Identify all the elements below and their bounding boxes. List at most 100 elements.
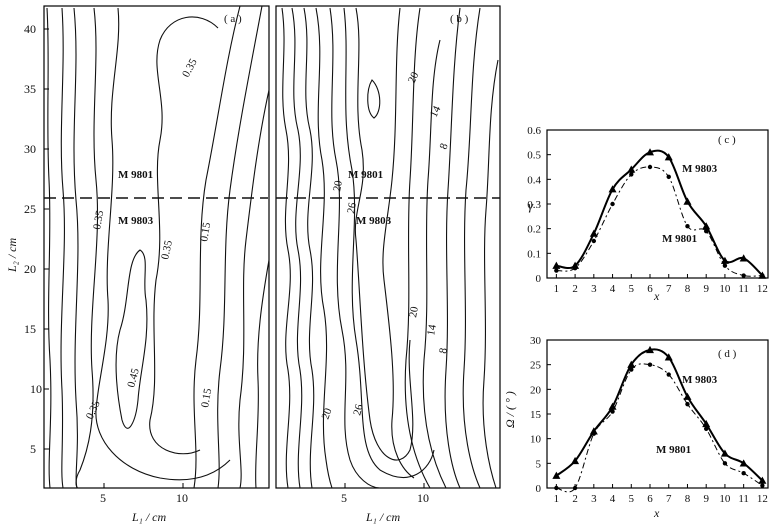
panel-d-x-axis-label: x — [653, 506, 660, 520]
data-point-dot — [741, 471, 746, 476]
data-point-dot — [722, 263, 728, 268]
contour-label: 14 — [425, 323, 439, 336]
data-point-triangle — [646, 345, 655, 354]
data-point-dot — [591, 431, 597, 436]
panel-d-y-ticks: 0 5 10 15 20 25 30 — [530, 335, 551, 495]
x-tick-label: 11 — [738, 493, 749, 505]
data-point-triangle — [739, 254, 748, 262]
data-point-dot — [554, 268, 559, 273]
x-tick-label: 8 — [685, 283, 691, 295]
data-point-dot — [554, 485, 559, 491]
x-tick-label: 9 — [703, 283, 709, 295]
series-line-m9803 — [555, 348, 764, 482]
data-point-triangle — [646, 148, 655, 156]
data-point-dot — [722, 461, 728, 466]
contour-label: 0.45 — [125, 367, 142, 389]
data-point-dot — [703, 426, 709, 431]
contour-label: 20 — [320, 406, 335, 421]
y-tick-label: 20 — [24, 262, 36, 276]
x-tick-label: 4 — [610, 283, 616, 295]
y-tick-label: 20 — [530, 384, 542, 396]
y-tick-label: 0.6 — [527, 125, 541, 137]
data-point-dot — [610, 201, 615, 207]
x-tick-label: 7 — [666, 283, 672, 295]
contour-label: 0.35 — [180, 56, 200, 79]
data-point-triangle — [571, 456, 580, 465]
x-tick-label: 5 — [100, 491, 106, 505]
series-line-m9801 — [556, 166, 763, 277]
panel-b-contours — [281, 7, 499, 489]
y-tick-label: 0 — [536, 483, 542, 495]
data-point-triangle — [683, 392, 692, 400]
panel-a-frame — [43, 5, 270, 489]
y-tick-label: 35 — [24, 82, 36, 96]
x-tick-label: 5 — [629, 283, 635, 295]
data-point-dot — [610, 409, 615, 414]
x-tick-label: 5 — [629, 493, 635, 505]
x-tick-label: 12 — [757, 493, 768, 505]
panel-a: ( a ) 0.35 0.35 0.35 0.15 0.35 0.45 0.15… — [5, 5, 270, 524]
panel-c-x-ticks: 1 2 3 4 5 6 7 8 9 10 11 12 — [554, 274, 768, 295]
section-label-m9803: M 9803 — [356, 215, 392, 227]
data-point-dot — [629, 172, 634, 177]
panel-d-tag: ( d ) — [718, 348, 737, 360]
contour-label: 0.35 — [91, 209, 106, 231]
data-point-dot — [741, 273, 746, 278]
data-point-triangle — [627, 165, 636, 173]
x-tick-label: 8 — [685, 493, 691, 505]
contour-label: 26 — [351, 403, 366, 417]
data-point-triangle — [664, 353, 673, 361]
x-tick-label: 1 — [554, 283, 560, 295]
x-tick-label: 1 — [554, 493, 560, 505]
data-point-dot — [629, 367, 634, 372]
y-tick-label: 10 — [530, 434, 542, 446]
y-tick-label: 0.2 — [527, 224, 541, 236]
data-point-dot — [703, 228, 709, 234]
data-point-triangle — [758, 476, 767, 484]
y-tick-label: 0 — [536, 273, 542, 285]
series-line-m9801 — [556, 363, 763, 493]
panel-b-ticks — [344, 483, 425, 488]
y-tick-label: 0.5 — [527, 150, 541, 162]
data-point-dot — [572, 265, 578, 271]
contour-label: 20 — [407, 305, 421, 318]
section-label-m9801: M 9801 — [118, 169, 153, 181]
data-point-triangle — [664, 153, 673, 161]
data-point-dot — [572, 485, 578, 491]
data-point-triangle — [552, 261, 561, 269]
data-point-dot — [760, 483, 765, 488]
panel-b-frame — [275, 5, 501, 489]
y-tick-label: 25 — [24, 202, 36, 216]
contour-label: 0.15 — [199, 387, 214, 409]
data-point-triangle — [552, 471, 561, 479]
contour-label: 20 — [406, 70, 422, 85]
y-tick-label: 0.1 — [527, 248, 541, 260]
contour-label: 14 — [428, 104, 444, 119]
data-point-dot — [666, 174, 671, 180]
panel-a-contours — [46, 5, 270, 489]
x-tick-label: 10 — [719, 283, 731, 295]
y-tick-label: 25 — [530, 360, 542, 372]
y-tick-label: 40 — [24, 22, 36, 36]
x-tick-label: 10 — [719, 493, 731, 505]
series-label-m9803: M 9803 — [682, 163, 718, 175]
panel-d-y-axis-label: Ω / ( ° ) — [503, 391, 517, 428]
data-point-triangle — [702, 222, 711, 230]
series-label-m9801: M 9801 — [662, 233, 697, 245]
x-tick-label: 6 — [647, 493, 653, 505]
contour-label: 8 — [438, 141, 451, 151]
y-tick-label: 5 — [30, 442, 36, 456]
data-point-triangle — [683, 197, 692, 205]
panel-a-tag: ( a ) — [224, 13, 242, 25]
data-point-triangle — [589, 427, 598, 435]
x-tick-label: 10 — [417, 491, 429, 505]
panel-c-plot — [552, 148, 767, 279]
data-point-dot — [685, 224, 690, 229]
x-tick-label: 4 — [610, 493, 616, 505]
panel-c-y-ticks: 0 0.1 0.2 0.3 0.4 0.5 0.6 — [527, 125, 551, 285]
data-point-triangle — [608, 402, 617, 410]
panel-a-ticks — [44, 28, 184, 488]
series-label-m9801: M 9801 — [656, 444, 691, 456]
